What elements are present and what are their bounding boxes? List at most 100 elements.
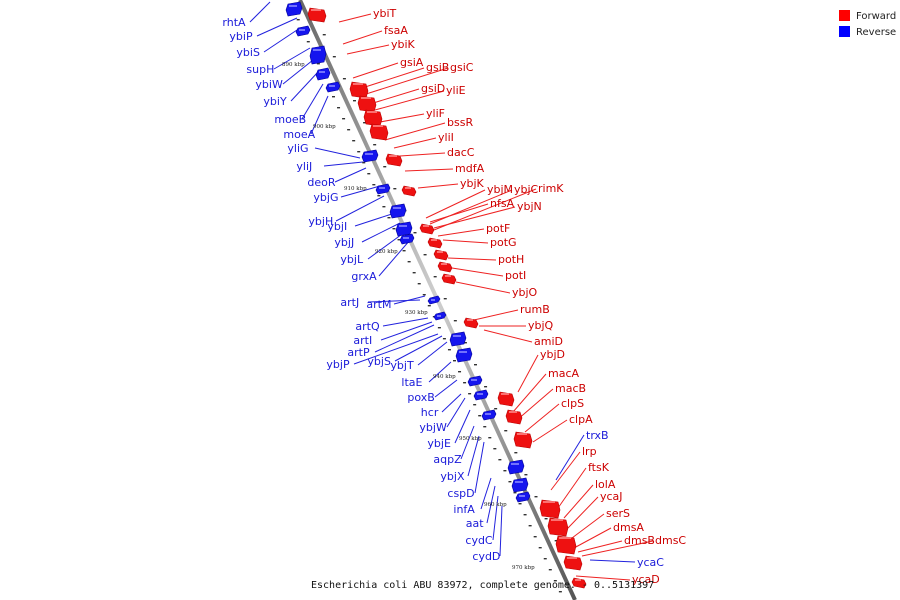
gene-label-rumb[interactable]: rumB	[520, 303, 550, 316]
gene-label-cspd[interactable]: cspD	[447, 487, 474, 500]
gene-label-suph[interactable]: supH	[246, 63, 274, 76]
gene-label-fsaa[interactable]: fsaA	[384, 24, 408, 37]
gene-label-ylig[interactable]: yliG	[287, 142, 308, 155]
gene-label-ylif[interactable]: yliF	[426, 107, 445, 120]
gene-label-ybjg[interactable]: ybjG	[313, 191, 338, 204]
reverse-gene-glyph-6[interactable]	[361, 149, 379, 163]
gene-label-ltae[interactable]: ltaE	[401, 376, 422, 389]
gene-label-ybjm[interactable]: ybjM	[487, 183, 513, 196]
gene-label-ybik[interactable]: ybiK	[391, 38, 416, 51]
gene-label-macb[interactable]: macB	[555, 382, 586, 395]
reverse-gene-glyph-13[interactable]	[449, 331, 467, 347]
gene-label-gsib[interactable]: gsiB	[426, 61, 449, 74]
gene-label-rhta[interactable]: rhtA	[222, 16, 246, 29]
gene-label-trxb[interactable]: trxB	[586, 429, 609, 442]
forward-gene-glyph-5[interactable]	[369, 123, 389, 141]
gene-label-gsic[interactable]: gsiC	[450, 61, 474, 74]
reverse-gene-glyph-18[interactable]	[507, 459, 525, 475]
gene-label-ybjx[interactable]: ybjX	[440, 470, 465, 483]
gene-label-ylij[interactable]: yliJ	[296, 160, 312, 173]
gene-label-ycaj[interactable]: ycaJ	[600, 490, 623, 503]
forward-gene-glyph-19[interactable]	[555, 535, 577, 555]
gene-label-clpa[interactable]: clpA	[569, 413, 593, 426]
gene-label-nfsa[interactable]: nfsA	[490, 197, 515, 210]
gene-label-mdfa[interactable]: mdfA	[455, 162, 485, 175]
reverse-gene-glyph-3[interactable]	[309, 45, 327, 65]
gene-label-maca[interactable]: macA	[548, 367, 580, 380]
gene-label-dmsb[interactable]: dmsB	[624, 534, 655, 547]
forward-gene-glyph-14[interactable]	[497, 391, 515, 407]
gene-label-ybjq[interactable]: ybjQ	[528, 319, 554, 332]
reverse-gene-highlight-8	[393, 207, 401, 209]
gene-label-ybjd[interactable]: ybjD	[540, 348, 565, 361]
gene-label-ybjs[interactable]: ybjS	[367, 355, 391, 368]
gene-label-poth[interactable]: potH	[498, 253, 524, 266]
gene-label-dacc[interactable]: dacC	[447, 146, 475, 159]
reverse-gene-glyph-9[interactable]	[395, 221, 413, 237]
gene-label-grxa[interactable]: grxA	[351, 270, 377, 283]
reverse-gene-glyph-8[interactable]	[389, 203, 407, 219]
reverse-gene-glyph-19[interactable]	[511, 477, 529, 493]
gene-label-artq[interactable]: artQ	[355, 320, 380, 333]
gene-label-ybjp[interactable]: ybjP	[326, 358, 350, 371]
gene-label-artp[interactable]: artP	[347, 346, 370, 359]
gene-label-ybjc[interactable]: ybjC	[514, 183, 539, 196]
gene-label-ybjl[interactable]: ybjL	[340, 253, 364, 266]
gene-label-ybjh[interactable]: ybjH	[308, 215, 333, 228]
reverse-gene-glyph-1[interactable]	[285, 1, 303, 17]
gene-label-aat[interactable]: aat	[466, 517, 484, 530]
forward-gene-glyph-1[interactable]	[307, 7, 327, 23]
gene-label-ybjw[interactable]: ybjW	[419, 421, 447, 434]
gene-label-potf[interactable]: potF	[486, 222, 510, 235]
gene-label-ybis[interactable]: ybiS	[236, 46, 260, 59]
gene-label-deor[interactable]: deoR	[307, 176, 335, 189]
gene-label-rimk[interactable]: rimK	[538, 182, 564, 195]
gene-label-ybjn[interactable]: ybjN	[517, 200, 542, 213]
gene-label-artm[interactable]: artM	[366, 298, 391, 311]
forward-gene-glyph-18[interactable]	[547, 517, 569, 537]
forward-gene-glyph-20[interactable]	[563, 555, 583, 571]
gene-label-ylie[interactable]: yliE	[446, 84, 466, 97]
gene-label-bssr[interactable]: bssR	[447, 116, 473, 129]
gene-label-ycac[interactable]: ycaC	[637, 556, 664, 569]
gene-label-lola[interactable]: lolA	[595, 478, 616, 491]
gene-label-ybit[interactable]: ybiT	[373, 7, 397, 20]
gene-label-arti[interactable]: artI	[353, 334, 372, 347]
gene-label-poti[interactable]: potI	[505, 269, 526, 282]
gene-label-cydd[interactable]: cydD	[472, 550, 500, 563]
gene-label-ybje[interactable]: ybjE	[427, 437, 451, 450]
gene-label-poxb[interactable]: poxB	[407, 391, 434, 404]
gene-label-ybip[interactable]: ybiP	[229, 30, 253, 43]
gene-label-artj[interactable]: artJ	[340, 296, 359, 309]
gene-label-amid[interactable]: amiD	[534, 335, 563, 348]
gene-label-ybjj[interactable]: ybjJ	[334, 236, 354, 249]
gene-label-moeb[interactable]: moeB	[274, 113, 306, 126]
gene-label-sers[interactable]: serS	[606, 507, 630, 520]
forward-gene-glyph-16[interactable]	[513, 431, 533, 449]
gene-label-ybjk[interactable]: ybjK	[460, 177, 485, 190]
gene-label-aqpz[interactable]: aqpZ	[433, 453, 462, 466]
gene-label-gsia[interactable]: gsiA	[400, 56, 424, 69]
gene-label-potg[interactable]: potG	[490, 236, 517, 249]
gene-label-ylii[interactable]: yliI	[438, 131, 454, 144]
gene-label-gsid[interactable]: gsiD	[421, 82, 445, 95]
gene-label-lrp[interactable]: lrp	[582, 445, 597, 458]
forward-gene-glyph-17[interactable]	[539, 499, 561, 519]
gene-label-dmsa[interactable]: dmsA	[613, 521, 644, 534]
gene-label-ycad[interactable]: ycaD	[632, 573, 660, 586]
gene-label-clps[interactable]: clpS	[561, 397, 584, 410]
gene-label-ybiw[interactable]: ybiW	[255, 78, 283, 91]
gene-label-moea[interactable]: moeA	[283, 128, 315, 141]
gene-label-infa[interactable]: infA	[453, 503, 475, 516]
gene-label-dmsc[interactable]: dmsC	[655, 534, 686, 547]
gene-label-ybjt[interactable]: ybjT	[390, 359, 414, 372]
gene-label-ybiy[interactable]: ybiY	[263, 95, 287, 108]
gene-label-ybji[interactable]: ybjI	[327, 220, 347, 233]
forward-gene-glyph-15[interactable]	[505, 409, 523, 425]
reverse-gene-glyph-14[interactable]	[455, 347, 473, 363]
reverse-gene-glyph-4[interactable]	[315, 67, 331, 81]
gene-label-ybjo[interactable]: ybjO	[512, 286, 538, 299]
gene-label-hcr[interactable]: hcr	[421, 406, 439, 419]
gene-label-ftsk[interactable]: ftsK	[588, 461, 610, 474]
gene-label-cydc[interactable]: cydC	[465, 534, 493, 547]
